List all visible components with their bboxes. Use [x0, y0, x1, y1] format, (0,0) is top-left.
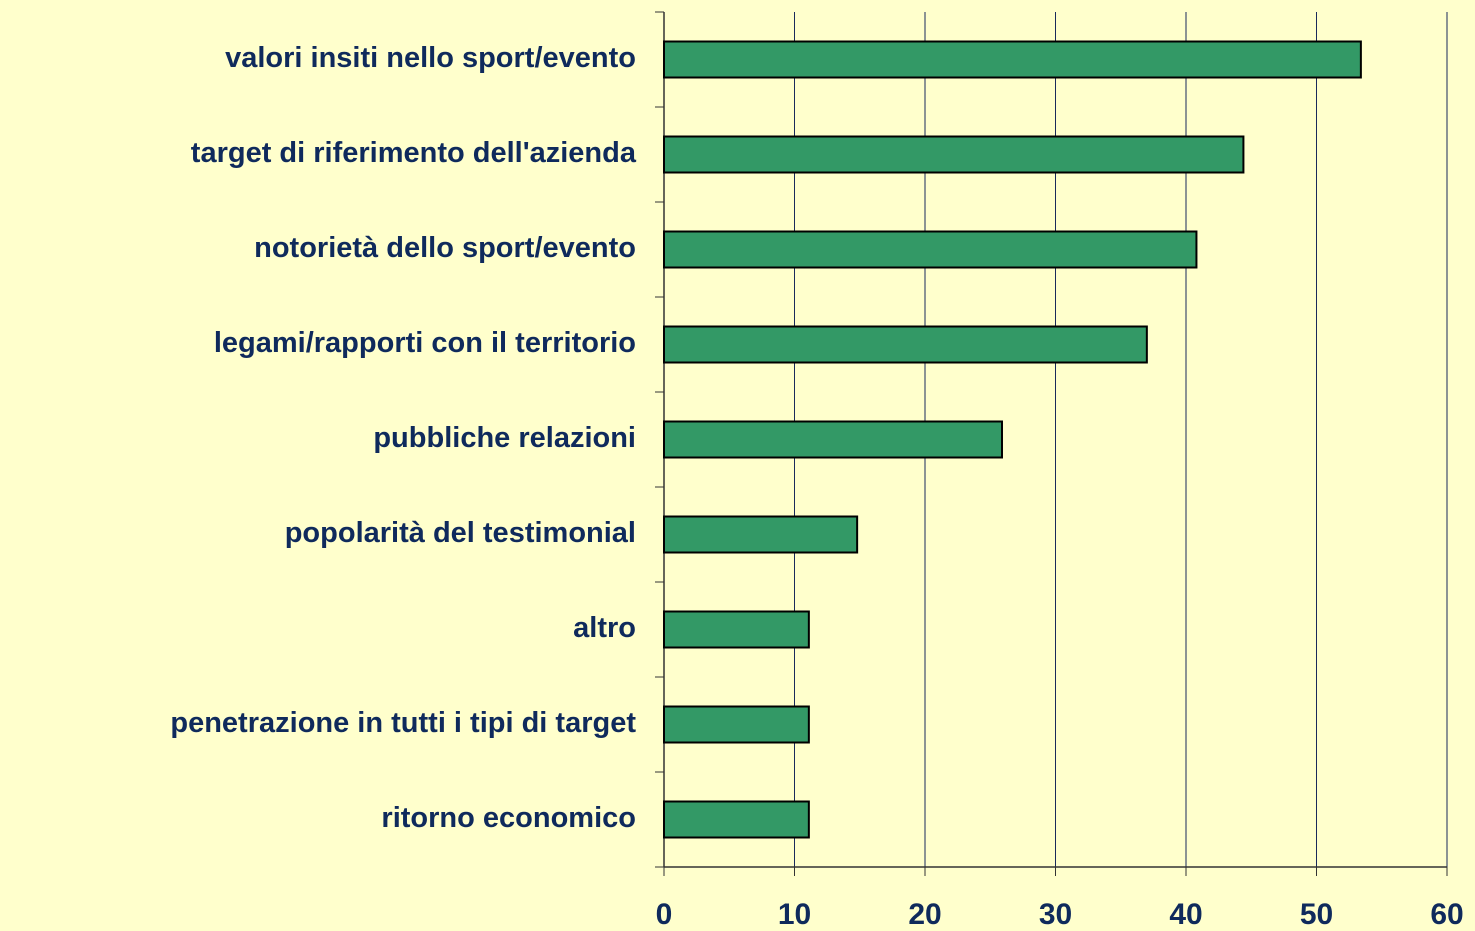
bar	[663, 610, 810, 649]
y-tick-label: target di riferimento dell'azienda	[191, 137, 637, 169]
bar	[663, 135, 1245, 174]
y-tick-label: ritorno economico	[381, 802, 636, 834]
bar	[663, 230, 1198, 269]
y-tick-label: notorietà dello sport/evento	[254, 232, 636, 264]
y-tick-label: valori insiti nello sport/evento	[225, 42, 636, 74]
x-tick-label: 50	[1300, 898, 1333, 931]
bar	[663, 325, 1148, 364]
x-tick-label: 0	[656, 898, 673, 931]
y-tick-label: pubbliche relazioni	[373, 422, 636, 454]
y-tick-label: penetrazione in tutti i tipi di target	[170, 707, 636, 739]
x-tick-label: 20	[908, 898, 941, 931]
y-tick-label: popolarità del testimonial	[285, 517, 636, 549]
x-tick-label: 10	[778, 898, 811, 931]
y-tick-label: legami/rapporti con il territorio	[214, 327, 636, 359]
bar	[663, 515, 859, 554]
bar	[663, 705, 810, 744]
x-tick-label: 60	[1430, 898, 1463, 931]
bar	[663, 420, 1003, 459]
x-tick-label: 40	[1169, 898, 1202, 931]
bar	[663, 40, 1362, 79]
x-tick-label: 30	[1039, 898, 1072, 931]
y-tick-label: altro	[573, 612, 636, 644]
bar	[663, 800, 810, 839]
